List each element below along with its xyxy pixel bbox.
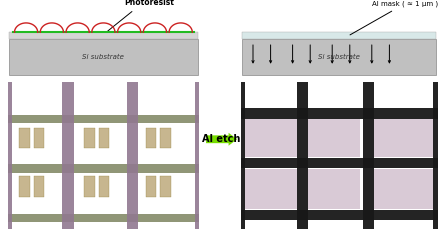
Bar: [84, 176, 95, 197]
Bar: [34, 176, 44, 197]
Bar: [62, 82, 74, 229]
Bar: [8, 165, 199, 172]
Bar: [308, 119, 360, 157]
Bar: [433, 82, 438, 229]
Bar: [146, 176, 156, 197]
Bar: [241, 108, 438, 119]
Bar: [19, 176, 30, 197]
Bar: [9, 39, 198, 75]
Bar: [245, 119, 297, 157]
Text: Al mask ( ≈ 1 μm ): Al mask ( ≈ 1 μm ): [350, 0, 438, 35]
Bar: [241, 158, 438, 168]
Bar: [84, 128, 95, 148]
Bar: [194, 82, 199, 229]
Bar: [99, 128, 110, 148]
Text: Si substrate: Si substrate: [82, 54, 125, 60]
Bar: [374, 119, 433, 157]
Bar: [297, 82, 308, 229]
Bar: [160, 128, 171, 148]
Bar: [127, 82, 138, 229]
Bar: [146, 128, 156, 148]
Bar: [374, 169, 433, 209]
Bar: [19, 128, 30, 148]
Bar: [241, 82, 245, 229]
Text: Al etch: Al etch: [202, 134, 241, 144]
Bar: [245, 169, 297, 209]
Bar: [8, 214, 199, 222]
Bar: [242, 39, 436, 75]
Bar: [8, 82, 12, 229]
Bar: [308, 169, 360, 209]
Text: Si substrate: Si substrate: [318, 54, 360, 60]
Bar: [242, 32, 436, 39]
Text: Negative
Photoresist: Negative Photoresist: [108, 0, 175, 31]
Bar: [241, 210, 438, 220]
Bar: [9, 32, 198, 39]
Bar: [363, 82, 374, 229]
Bar: [160, 176, 171, 197]
Bar: [99, 176, 110, 197]
Bar: [8, 115, 199, 123]
Bar: [34, 128, 44, 148]
